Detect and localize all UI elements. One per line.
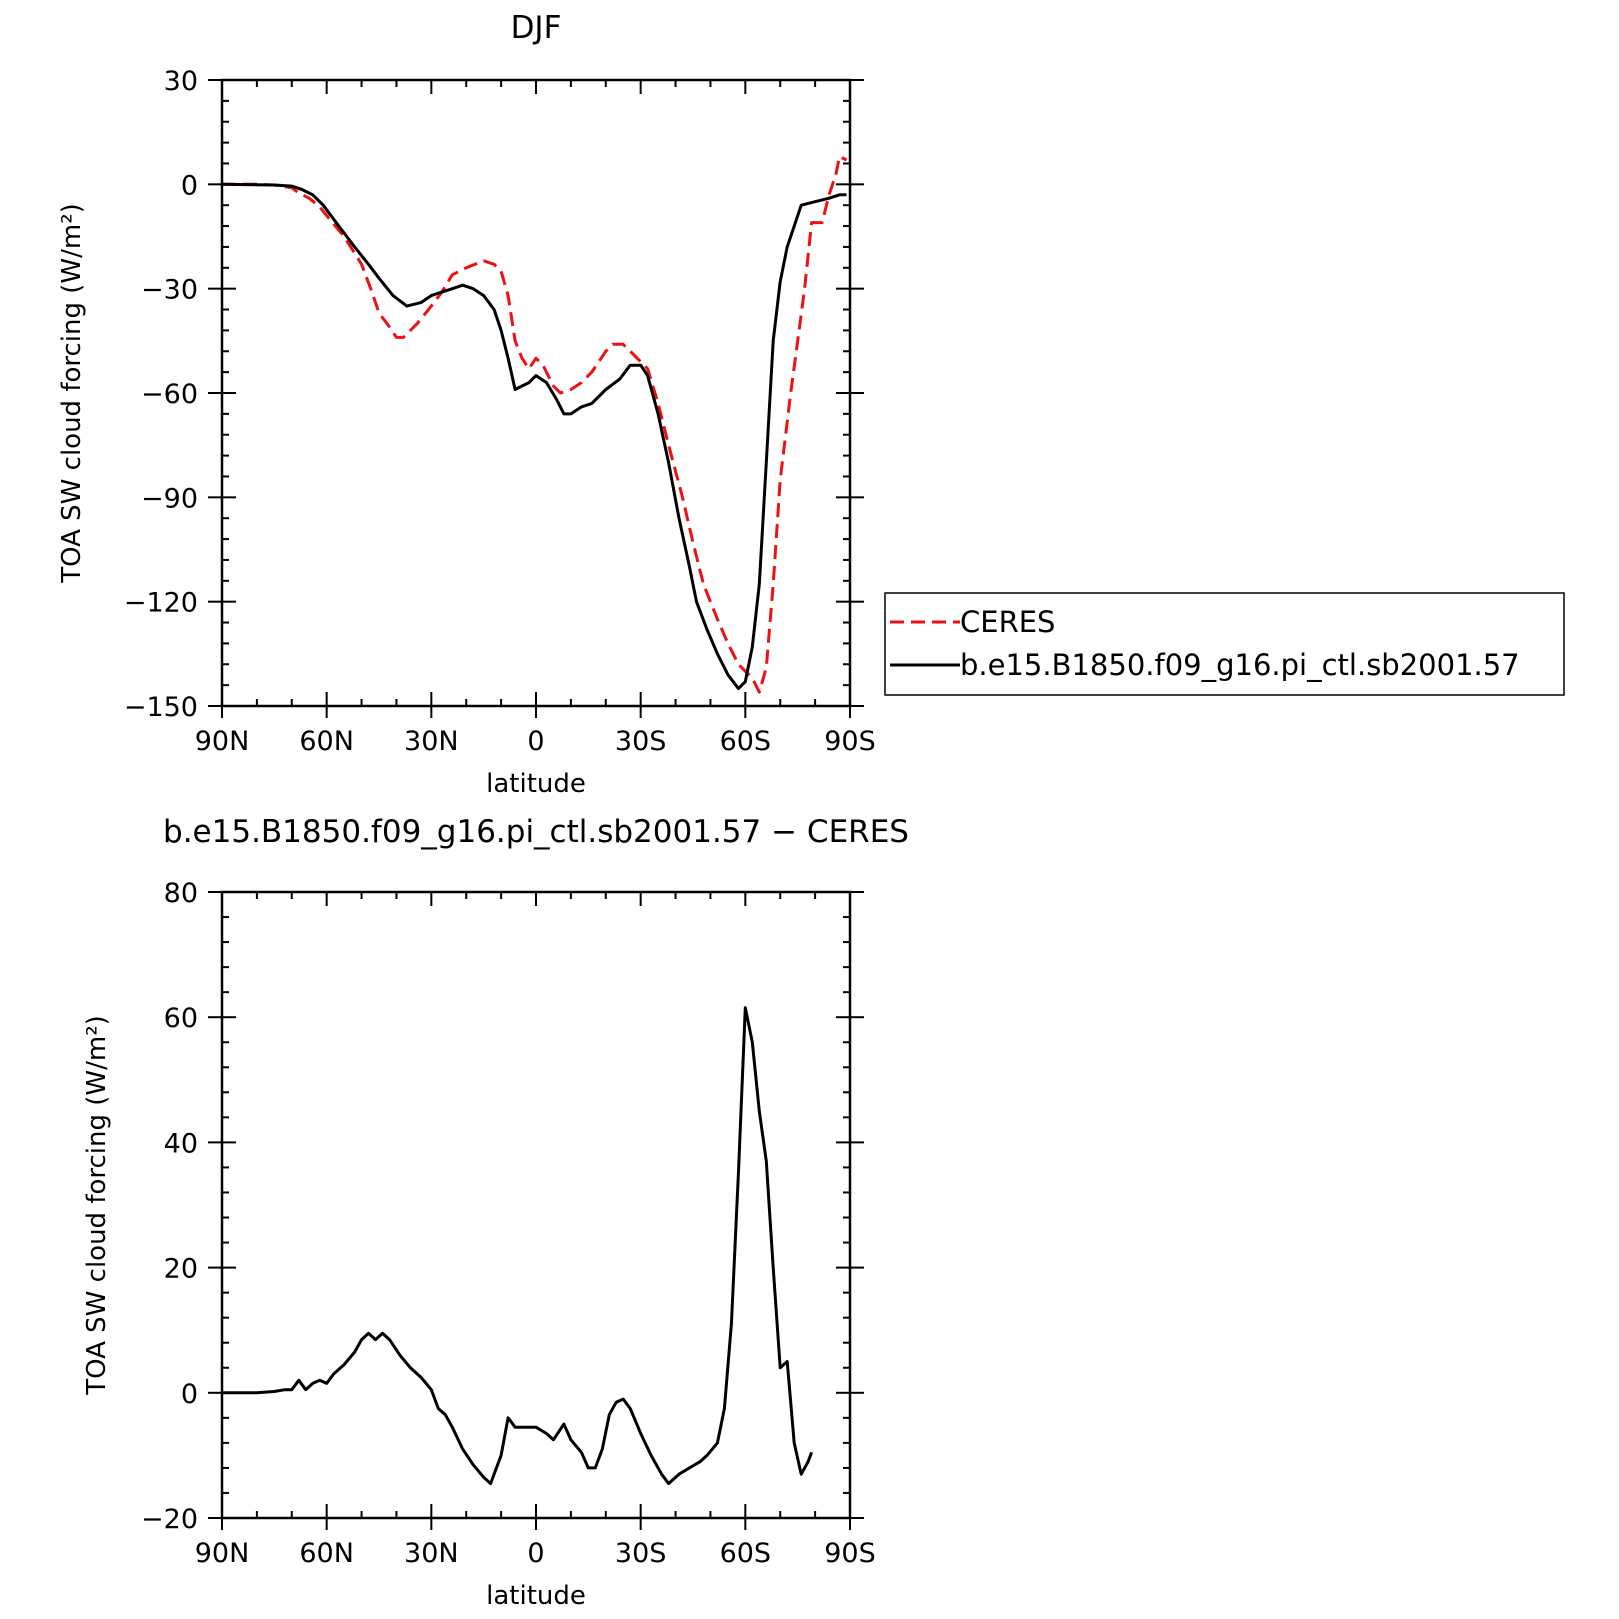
x-axis-label: latitude [486, 1581, 586, 1611]
y-tick-label: 60 [164, 1003, 198, 1034]
series-line-model [221, 182, 847, 691]
chart-title: DJF [511, 10, 562, 46]
plot-frame [220, 890, 852, 1520]
x-tick-label: 30N [404, 1538, 459, 1569]
y-tick-label: 40 [164, 1128, 198, 1159]
x-tick-label: 0 [527, 726, 544, 757]
panel-bottom: b.e15.B1850.f09_g16.pi_ctl.sb2001.57 − C… [82, 814, 909, 1611]
y-tick-label: −30 [141, 275, 198, 306]
y-tick-label: −120 [124, 588, 198, 619]
series-line-ceres [222, 155, 848, 694]
legend-label: b.e15.B1850.f09_g16.pi_ctl.sb2001.57 [960, 648, 1520, 682]
legend: CERES b.e15.B1850.f09_g16.pi_ctl.sb2001.5… [884, 592, 1565, 696]
y-axis-label: TOA SW cloud forcing (W/m²) [57, 203, 87, 584]
y-tick-label: −150 [124, 692, 198, 723]
x-tick-label: 60N [299, 1538, 354, 1569]
y-tick-label: 20 [164, 1254, 198, 1285]
y-tick-label: −60 [141, 379, 198, 410]
x-tick-label: 30N [404, 726, 459, 757]
x-tick-label: 30S [615, 1538, 667, 1569]
x-axis-label: latitude [486, 769, 586, 799]
y-axis-label: TOA SW cloud forcing (W/m²) [82, 1015, 112, 1396]
x-tick-label: 60S [720, 1538, 772, 1569]
legend-box [884, 592, 1565, 696]
y-tick-label: −90 [141, 483, 198, 514]
panel-top: DJF 90N 60N 30N 0 30S 60S 90S 30 0 −30 −60 −90 −120 −1… [57, 10, 876, 799]
y-tick-label: 80 [164, 878, 198, 909]
x-tick-label: 90S [824, 726, 876, 757]
x-tick-label: 90N [195, 726, 250, 757]
x-tick-label: 90S [824, 1538, 876, 1569]
x-tick-label: 30S [615, 726, 667, 757]
y-tick-label: 30 [164, 66, 198, 97]
y-tick-label: 0 [181, 170, 198, 201]
x-tick-label: 0 [527, 1538, 544, 1569]
x-tick-label: 60N [299, 726, 354, 757]
y-tick-label: 0 [181, 1379, 198, 1410]
series-line-model [222, 1006, 814, 1486]
legend-label: CERES [960, 605, 1055, 639]
y-tick-label: −20 [141, 1504, 198, 1535]
x-tick-label: 60S [720, 726, 772, 757]
x-tick-label: 90N [195, 1538, 250, 1569]
chart-title: b.e15.B1850.f09_g16.pi_ctl.sb2001.57 − C… [163, 814, 909, 850]
